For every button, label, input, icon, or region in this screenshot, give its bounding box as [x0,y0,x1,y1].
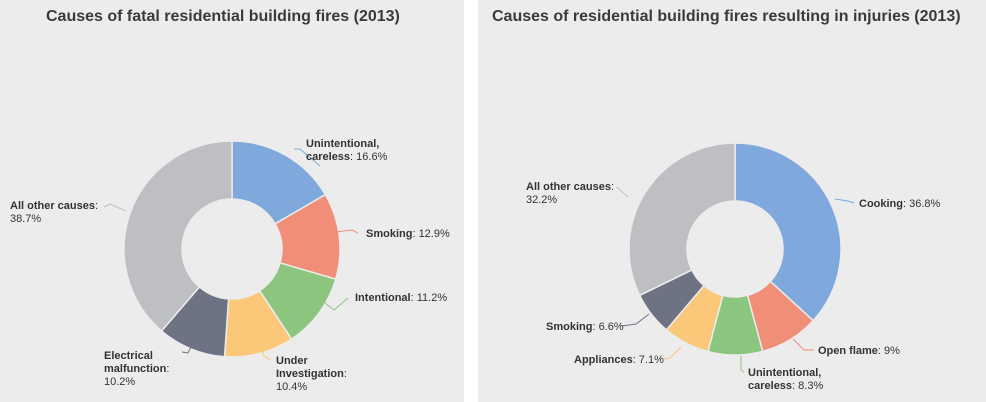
chart-title: Causes of residential building fires res… [492,8,961,25]
slice-label-electrical-malfunction: Electrical malfunction: 10.2% [104,350,169,388]
slice-label-all-other-causes: All other causes: 32.2% [526,181,614,206]
chart-panel-injuries: Causes of residential building fires res… [478,0,986,402]
slice-label-cooking: Cooking: 36.8% [859,198,941,210]
leader-line [834,198,855,204]
donut-chart-injuries: Cooking: 36.8% Open flame: 9% Unintentiona… [526,142,941,392]
leader-line [319,297,349,311]
donut-chart-fatal: Unintentional, careless: 16.6% Smoking: 12… [10,138,450,393]
leader-line [792,338,814,351]
leader-line [740,356,745,373]
chart-title: Causes of fatal residential building fir… [46,8,400,25]
leader-line [621,313,650,327]
leader-line [294,148,321,167]
leader-line [335,229,359,234]
leader-line [258,343,271,361]
slice-label-all-other-causes: All other causes: 38.7% [10,200,98,225]
slice-label-smoking: Smoking: 6.6% [546,321,624,333]
donut-slice-cooking [734,142,842,322]
leader-line [103,203,127,212]
donut-slice-all-other-causes [628,142,736,297]
donut-slice-unintentional-careless [231,140,327,225]
slice-label-under-investigation: Under Investigation: 10.4% [276,355,347,393]
leader-line [181,340,195,354]
slice-label-open-flame: Open flame: 9% [818,345,900,357]
chart-panel-fatal: Causes of fatal residential building fir… [0,0,464,402]
donut-slice-all-other-causes [123,140,233,332]
slice-label-smoking: Smoking: 12.9% [366,228,450,240]
leader-line [615,186,629,198]
slice-label-intentional: Intentional: 11.2% [355,292,447,304]
slice-label-unintentional-careless: Unintentional, careless: 16.6% [306,138,388,163]
slice-label-appliances: Appliances: 7.1% [574,354,664,366]
slice-label-unintentional-careless: Unintentional, careless: 8.3% [748,367,823,392]
leader-line [663,346,682,360]
